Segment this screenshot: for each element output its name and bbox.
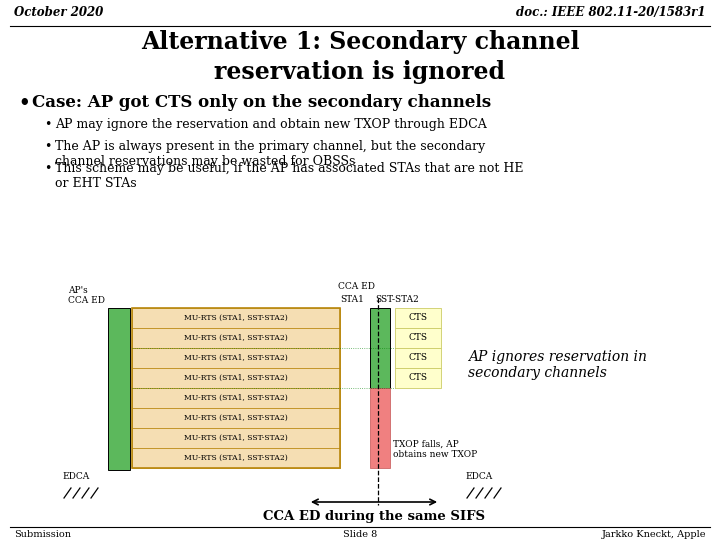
Bar [132,388,340,408]
Text: TXOP falls, AP
obtains new TXOP: TXOP falls, AP obtains new TXOP [393,440,477,460]
Text: MU-RTS (STA1, SST-STA2): MU-RTS (STA1, SST-STA2) [184,454,288,462]
Text: CTS: CTS [408,374,428,382]
Text: SST-STA2: SST-STA2 [375,295,419,304]
Text: Case: AP got CTS only on the secondary channels: Case: AP got CTS only on the secondary c… [32,94,491,111]
Text: MU-RTS (STA1, SST-STA2): MU-RTS (STA1, SST-STA2) [184,334,288,342]
Text: EDCA: EDCA [465,472,492,481]
Text: AP ignores reservation in
secondary channels: AP ignores reservation in secondary chan… [468,350,647,380]
Bar [370,308,390,388]
Text: Slide 8: Slide 8 [343,530,377,539]
Text: October 2020: October 2020 [14,6,103,19]
Bar [132,408,340,428]
Text: Alternative 1: Secondary channel: Alternative 1: Secondary channel [140,30,580,54]
Text: CTS: CTS [408,314,428,322]
Bar [395,368,441,388]
Text: Submission: Submission [14,530,71,539]
Text: The AP is always present in the primary channel, but the secondary
channel reser: The AP is always present in the primary … [55,140,485,168]
Bar [132,328,340,348]
Text: •: • [44,162,51,175]
Text: STA1: STA1 [340,295,364,304]
Text: CTS: CTS [408,334,428,342]
Bar [132,308,340,468]
Bar [132,348,340,368]
Text: This scheme may be useful, if the AP has associated STAs that are not HE
or EHT : This scheme may be useful, if the AP has… [55,162,523,190]
Text: MU-RTS (STA1, SST-STA2): MU-RTS (STA1, SST-STA2) [184,394,288,402]
Bar [132,308,340,328]
Bar [132,428,340,448]
Bar [395,328,441,348]
Text: doc.: IEEE 802.11-20/1583r1: doc.: IEEE 802.11-20/1583r1 [516,6,706,19]
Bar [132,368,340,388]
Text: •: • [44,140,51,153]
Text: Jarkko Kneckt, Apple: Jarkko Kneckt, Apple [601,530,706,539]
Text: MU-RTS (STA1, SST-STA2): MU-RTS (STA1, SST-STA2) [184,414,288,422]
Text: MU-RTS (STA1, SST-STA2): MU-RTS (STA1, SST-STA2) [184,434,288,442]
Bar [132,448,340,468]
Text: CCA ED during the same SIFS: CCA ED during the same SIFS [263,510,485,523]
Bar [395,308,441,328]
Text: MU-RTS (STA1, SST-STA2): MU-RTS (STA1, SST-STA2) [184,314,288,322]
Text: AP's
CCA ED: AP's CCA ED [68,286,105,306]
Text: EDCA: EDCA [62,472,89,481]
Bar [370,388,390,468]
Text: MU-RTS (STA1, SST-STA2): MU-RTS (STA1, SST-STA2) [184,374,288,382]
Text: MU-RTS (STA1, SST-STA2): MU-RTS (STA1, SST-STA2) [184,354,288,362]
Bar [395,348,441,368]
Text: CTS: CTS [408,354,428,362]
Text: •: • [18,94,30,112]
Text: CCA ED: CCA ED [338,282,375,291]
Text: •: • [44,118,51,131]
Text: reservation is ignored: reservation is ignored [215,60,505,84]
Text: AP may ignore the reservation and obtain new TXOP through EDCA: AP may ignore the reservation and obtain… [55,118,487,131]
Bar [108,308,130,470]
